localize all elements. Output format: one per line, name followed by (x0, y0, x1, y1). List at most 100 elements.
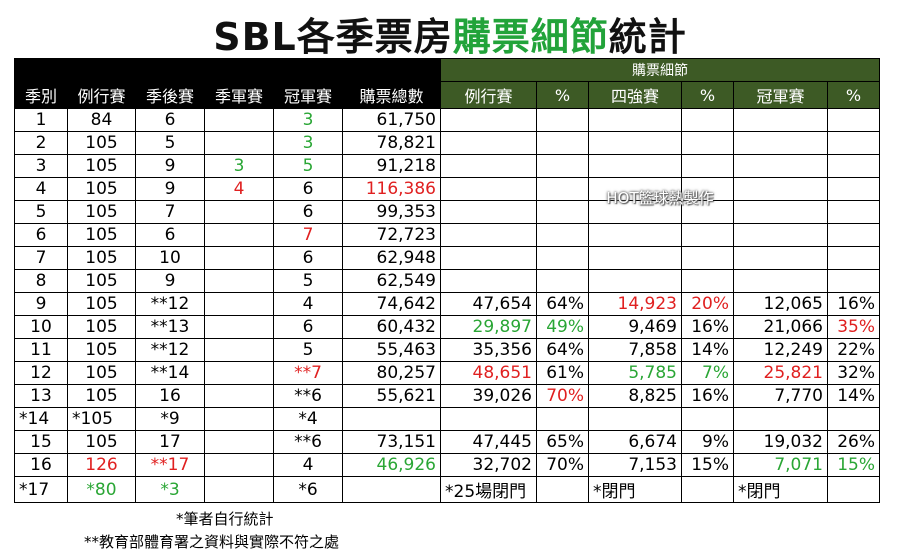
table-row: 2 105 5 3 78,821 (14, 131, 880, 155)
table-cell (440, 108, 537, 132)
table-cell (536, 476, 589, 503)
table-cell: 6 (273, 177, 343, 201)
table-cell (440, 131, 537, 155)
table-cell (440, 407, 537, 431)
table-cell: 12 (14, 361, 68, 385)
table-cell: 5 (14, 200, 68, 224)
column-header: % (681, 81, 734, 109)
table-cell: 91,218 (342, 154, 441, 178)
table-cell: 4 (273, 292, 343, 316)
table-cell (733, 154, 828, 178)
table-cell (733, 407, 828, 431)
table-cell (536, 108, 589, 132)
table-cell: 10 (14, 315, 68, 339)
table-cell (681, 177, 734, 201)
table-cell (588, 246, 682, 270)
table-row: 8 105 9 5 62,549 (14, 269, 880, 293)
table-cell (440, 177, 537, 201)
table-cell (681, 223, 734, 247)
table-cell: 1 (14, 108, 68, 132)
table-cell: 105 (67, 223, 136, 247)
table-cell (733, 177, 828, 201)
table-cell: 20% (681, 292, 734, 316)
column-header: 季軍賽 (204, 81, 274, 109)
table-cell: 32% (827, 361, 880, 385)
table-cell: 21,066 (733, 315, 828, 339)
table-cell (681, 246, 734, 270)
table-cell: 6 (273, 315, 343, 339)
table-cell: *9 (135, 407, 205, 431)
table-cell: 14% (681, 338, 734, 362)
table-cell: 70% (536, 384, 589, 408)
table-cell: 7% (681, 361, 734, 385)
table-cell (733, 108, 828, 132)
table-cell: *17 (14, 476, 68, 503)
table-cell: 105 (67, 361, 136, 385)
title-prefix: SBL各季票房 (213, 15, 453, 59)
table-cell (827, 246, 880, 270)
table-cell: 5 (273, 269, 343, 293)
column-header: 購票總數 (342, 81, 441, 109)
table-cell: 105 (67, 200, 136, 224)
table-cell (204, 200, 274, 224)
table-cell (204, 292, 274, 316)
table-cell: 10 (135, 246, 205, 270)
table-cell: **13 (135, 315, 205, 339)
footnote-2: **教育部體育署之資料與實際不符之處 (84, 533, 340, 551)
table-cell (204, 108, 274, 132)
table-cell: *閉門 (733, 476, 828, 503)
table-cell (827, 200, 880, 224)
table-cell: 13 (14, 384, 68, 408)
table-cell (827, 476, 880, 503)
table-cell: 11 (14, 338, 68, 362)
table-row: 7 105 10 6 62,948 (14, 246, 880, 270)
table-cell (733, 223, 828, 247)
table-cell: 8,825 (588, 384, 682, 408)
table-cell: 5 (273, 154, 343, 178)
table-cell: 9,469 (588, 315, 682, 339)
table-cell: 7,071 (733, 453, 828, 477)
table-cell (588, 131, 682, 155)
table-cell (536, 246, 589, 270)
table-cell (681, 108, 734, 132)
table-cell: 16% (681, 384, 734, 408)
table-cell: *6 (273, 476, 343, 503)
table-cell (536, 269, 589, 293)
table-cell (733, 269, 828, 293)
table-cell: 105 (67, 315, 136, 339)
table-cell: 4 (14, 177, 68, 201)
column-header: % (827, 81, 880, 109)
table-cell: 105 (67, 430, 136, 454)
column-header: 四強賽 (588, 81, 682, 109)
table-cell: 126 (67, 453, 136, 477)
table-cell (204, 384, 274, 408)
column-header: 例行賽 (67, 81, 136, 109)
table-cell: *80 (67, 476, 136, 503)
table-cell (733, 200, 828, 224)
table-cell (342, 476, 441, 503)
table-cell: 6 (273, 246, 343, 270)
table-cell (588, 108, 682, 132)
table-cell (440, 200, 537, 224)
table-cell: 105 (67, 177, 136, 201)
table-body: 1 84 6 3 61,750 2 105 5 3 78,821 3 105 9 3 5 91,218 4 105… (14, 108, 880, 503)
table-cell: 3 (273, 108, 343, 132)
table-cell (204, 476, 274, 503)
table-cell (440, 154, 537, 178)
table-cell: 35,356 (440, 338, 537, 362)
title-suffix: 統計 (608, 15, 687, 59)
table-cell: 8 (14, 269, 68, 293)
table-cell (204, 315, 274, 339)
table-cell: 32,702 (440, 453, 537, 477)
table-cell: 9 (135, 154, 205, 178)
table-cell: 62,948 (342, 246, 441, 270)
table-cell: **6 (273, 384, 343, 408)
table-cell (588, 407, 682, 431)
table-cell: 29,897 (440, 315, 537, 339)
table-cell (827, 154, 880, 178)
group-header: 購票細節 (440, 58, 880, 82)
table-cell (204, 269, 274, 293)
table-cell (588, 154, 682, 178)
table-cell: 62,549 (342, 269, 441, 293)
table-row: 9 105 **12 4 74,642 47,654 64% 14,923 20% 12,065 1… (14, 292, 880, 316)
